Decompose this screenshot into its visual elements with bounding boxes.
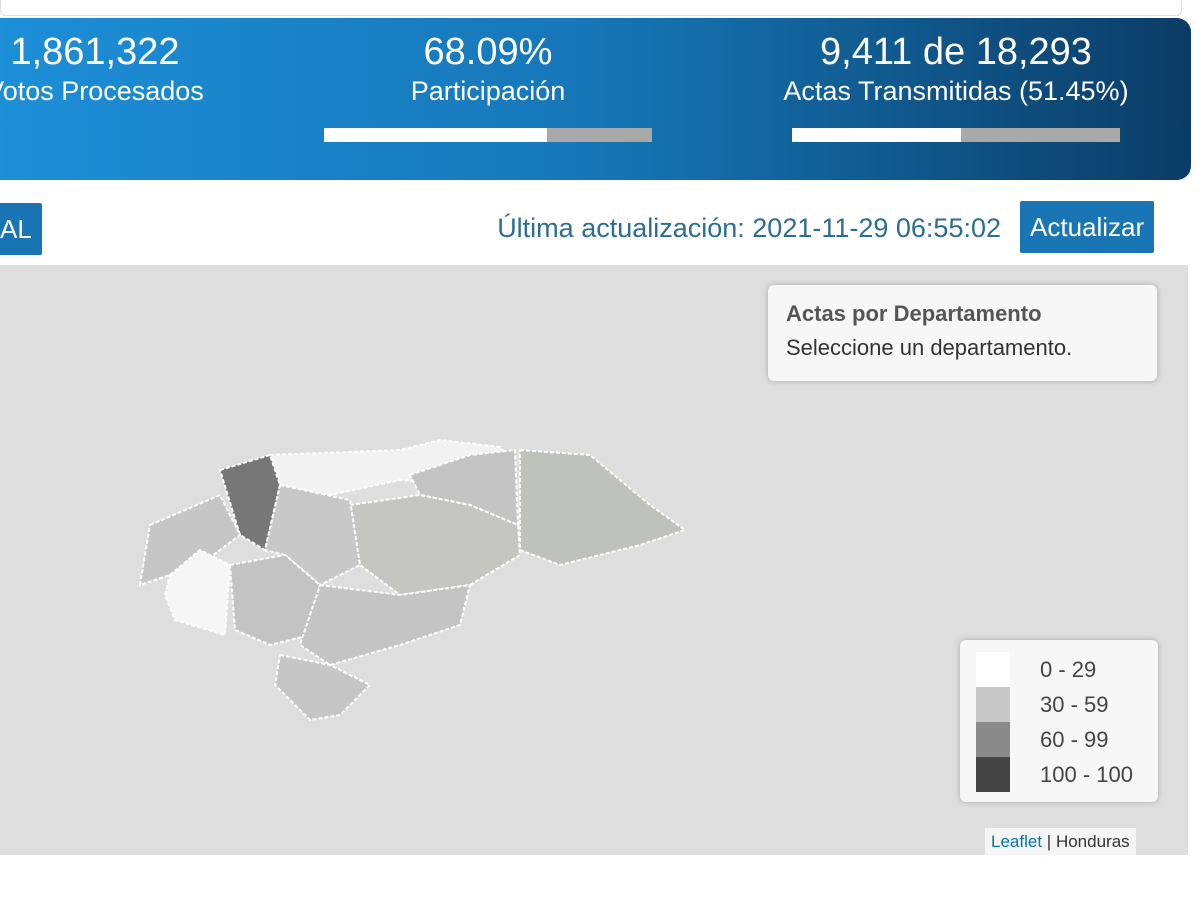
summary-banner [0, 18, 1191, 180]
separator: | [1046, 832, 1052, 851]
progress-fill [324, 128, 548, 142]
department [519, 448, 688, 567]
progress-bar [792, 128, 1120, 142]
legend: 0 - 29 30 - 59 60 - 99 100 - 100 [960, 640, 1158, 802]
info-text: Seleccione un departamento. [786, 335, 1073, 360]
stat-label: Actas Transmitidas (51.45%) [783, 76, 1129, 106]
legend-swatch [976, 722, 1010, 757]
department [298, 583, 472, 667]
legend-label: 0 - 29 [1040, 656, 1097, 682]
stat: 9,411 de 18,293 Actas Transmitidas (51.45… [746, 30, 1166, 142]
top-card [0, 0, 1182, 16]
map-shapes [138, 438, 688, 722]
legend-swatch [976, 687, 1010, 722]
legend-item: 0 - 29 [976, 652, 1142, 687]
legend-swatch [976, 652, 1010, 687]
level-button[interactable]: AL [0, 203, 42, 255]
legend-item: 30 - 59 [976, 687, 1142, 722]
stat-label: Votos Procesados [0, 76, 204, 106]
stat-number: 68.09% [423, 31, 553, 73]
stat-number: 9,411 de 18,293 [820, 31, 1092, 73]
legend-item: 100 - 100 [976, 757, 1142, 792]
legend-item: 60 - 99 [976, 722, 1142, 757]
stat: 1,861,322 Votos Procesados [0, 30, 305, 108]
stat-label: Participación [410, 76, 566, 106]
info-box: Actas por Departamento Seleccione un dep… [768, 285, 1157, 381]
progress-fill [792, 128, 961, 142]
department [163, 548, 232, 637]
department [348, 493, 522, 597]
departments [138, 438, 688, 722]
attribution: Leaflet | Honduras [985, 828, 1136, 855]
refresh-button[interactable]: Actualizar [1020, 201, 1155, 253]
legend-swatch [976, 757, 1010, 792]
legend-label: 100 - 100 [1040, 761, 1133, 787]
leaflet-link[interactable]: Leaflet [991, 832, 1043, 851]
stat: 68.09% Participación [278, 30, 698, 142]
department [273, 653, 372, 722]
legend-label: 30 - 59 [1040, 691, 1109, 717]
stat-number: 1,861,322 [10, 31, 180, 73]
legend-label: 60 - 99 [1040, 726, 1109, 752]
progress-bar [324, 128, 652, 142]
info-title: Actas por Departamento [786, 301, 1042, 326]
source: Honduras [1055, 832, 1130, 851]
last-update: Última actualización: 2021-11-29 06:55:0… [497, 213, 1001, 243]
